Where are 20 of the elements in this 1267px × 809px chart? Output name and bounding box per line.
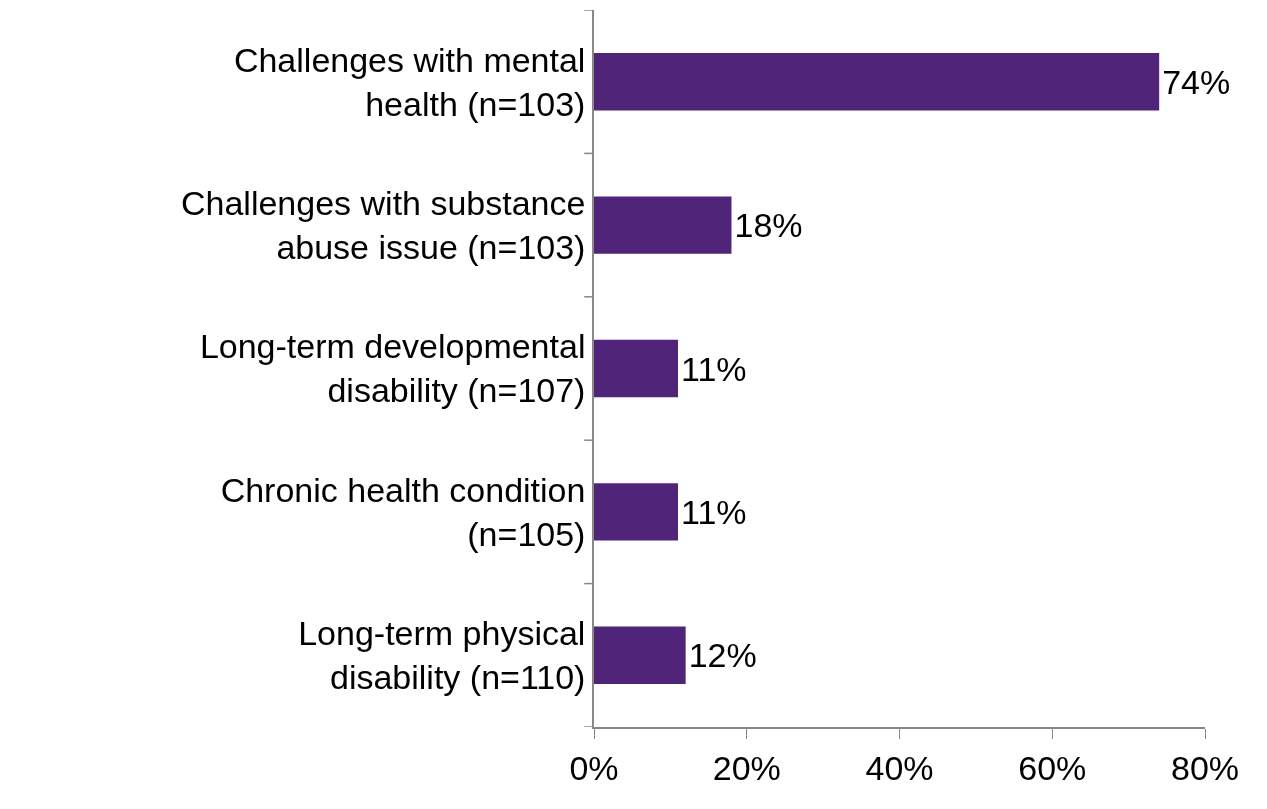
x-tick-label: 20%	[712, 748, 781, 787]
data-label: 12%	[688, 636, 757, 675]
data-label: 18%	[734, 206, 803, 245]
x-tick-label: 0%	[569, 748, 619, 787]
y-tick-label: Chronic health condition (n=105)	[220, 470, 586, 553]
data-label: 74%	[1162, 62, 1231, 101]
y-tick-label: Challenges with substance abuse issue (n=103)	[180, 183, 586, 267]
bar	[594, 626, 686, 684]
data-label: 11%	[681, 492, 747, 531]
x-tick-label: 60%	[1018, 748, 1087, 787]
x-tick-label: 40%	[865, 748, 934, 787]
bar	[594, 339, 679, 398]
y-tick-label: Long-term physical disability (n=110)	[298, 614, 586, 697]
y-tick-label: Challenges with mental health (n=103)	[233, 40, 586, 123]
y-tick-label: Long-term developmental disability (n=107)	[199, 327, 586, 410]
x-tick-label: 80%	[1170, 748, 1240, 787]
bar	[594, 483, 679, 541]
bar	[594, 196, 732, 254]
data-label: 11%	[681, 349, 747, 388]
bar	[594, 53, 1160, 111]
